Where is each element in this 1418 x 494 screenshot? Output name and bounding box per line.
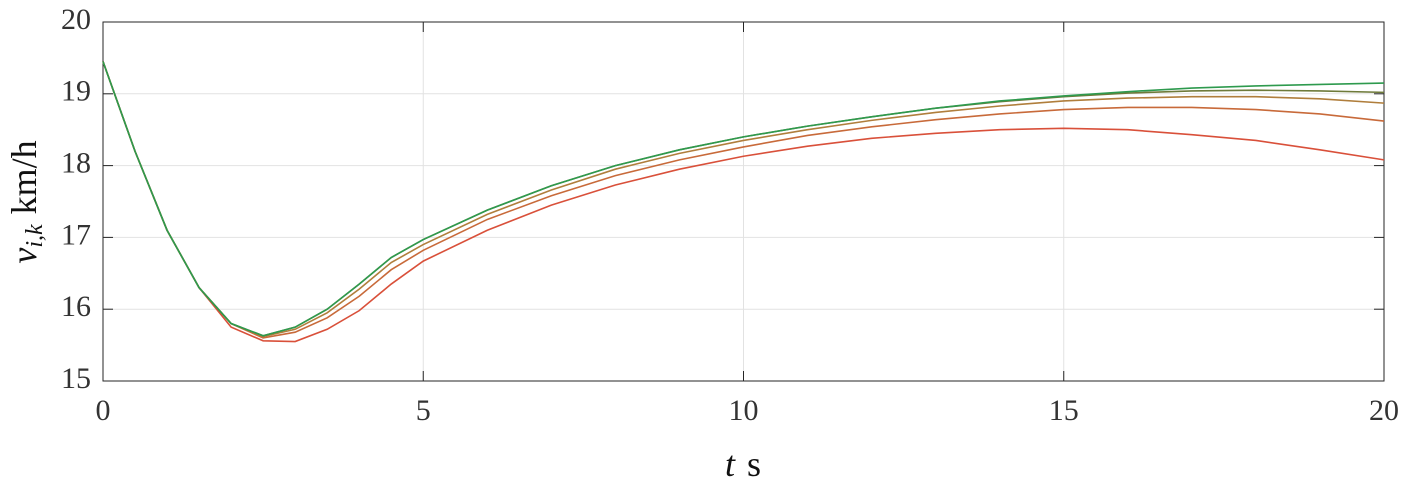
y-axis-label: vi,k km/h (4, 140, 47, 263)
y-tick-label: 16 (61, 290, 91, 323)
x-tick-label: 0 (96, 394, 111, 427)
series-line (102, 61, 1385, 337)
x-unit: s (747, 444, 761, 484)
plot-frame (102, 21, 1385, 382)
x-tick-label: 10 (729, 394, 759, 427)
y-unit: km/h (4, 140, 44, 214)
y-tick-label: 17 (61, 218, 91, 251)
y-symbol: v (4, 248, 44, 264)
x-symbol: t (725, 444, 736, 484)
series-line (102, 61, 1385, 343)
y-tick-label: 18 (61, 146, 91, 179)
y-tick-label: 15 (61, 362, 91, 395)
y-tick-label: 19 (61, 75, 91, 108)
y-tick-label: 20 (61, 3, 91, 36)
x-tick-label: 20 (1369, 394, 1399, 427)
x-tick-label: 5 (416, 394, 431, 427)
y-subscript: i,k (22, 224, 48, 248)
x-tick-label: 15 (1049, 394, 1079, 427)
